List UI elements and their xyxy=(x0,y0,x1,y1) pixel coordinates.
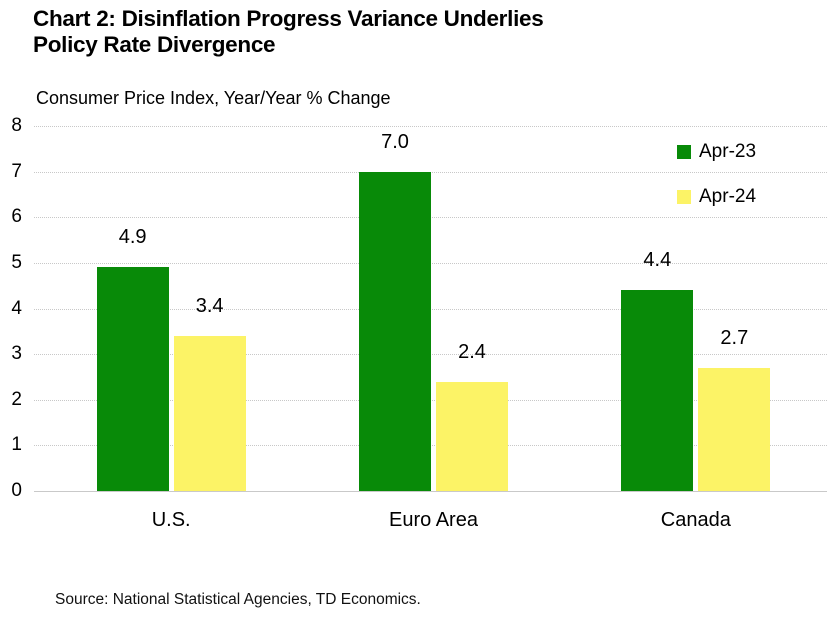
chart-subtitle: Consumer Price Index, Year/Year % Change xyxy=(36,88,391,108)
legend-item-apr-23: Apr-23 xyxy=(677,141,757,162)
x-category-label: U.S. xyxy=(151,509,191,531)
bar-value-label: 7.0 xyxy=(381,130,409,153)
bar-value-label: 4.9 xyxy=(118,226,147,249)
y-tick-label: 1 xyxy=(11,434,22,456)
legend-label: Apr-23 xyxy=(699,141,757,162)
bar-apr-24-u-s- xyxy=(173,335,246,491)
bar-value-label: 3.4 xyxy=(195,294,224,317)
y-tick-label: 4 xyxy=(11,297,22,319)
y-tick-label: 5 xyxy=(11,251,22,273)
x-category-label: Canada xyxy=(660,509,731,531)
y-tick-label: 3 xyxy=(11,343,22,365)
bar-apr-23-canada xyxy=(621,290,694,491)
source-note: Source: National Statistical Agencies, T… xyxy=(55,591,421,608)
legend-item-apr-24: Apr-24 xyxy=(677,186,757,207)
y-tick-label: 7 xyxy=(11,160,22,182)
chart-title-line1: Chart 2: Disinflation Progress Variance … xyxy=(33,6,544,31)
bar-value-label: 4.4 xyxy=(643,249,672,272)
x-axis: U.S. Euro Area Canada xyxy=(40,509,827,539)
legend-label: Apr-24 xyxy=(699,186,757,207)
x-category-label: Euro Area xyxy=(389,509,478,531)
chart-title: Chart 2: Disinflation Progress Variance … xyxy=(33,6,544,58)
bar-apr-23-euro-area xyxy=(359,171,431,491)
y-tick-label: 2 xyxy=(11,388,22,410)
legend-swatch-icon xyxy=(677,190,691,204)
plot-area: 4.9 3.4 7.0 2.4 4.4 2.7 xyxy=(34,126,827,492)
y-tick-label: 0 xyxy=(11,480,22,501)
bar-apr-24-euro-area xyxy=(436,381,508,491)
bar-value-label: 2.7 xyxy=(720,326,749,349)
legend-swatch-icon xyxy=(677,145,691,159)
gridline xyxy=(34,491,827,492)
y-tick-label: 6 xyxy=(11,206,22,228)
chart-title-line2: Policy Rate Divergence xyxy=(33,32,276,57)
y-axis: 8 7 6 5 4 3 2 1 0 xyxy=(0,115,24,501)
bar-value-label: 2.4 xyxy=(458,340,486,363)
legend: Apr-23 Apr-24 xyxy=(677,141,757,232)
bar-apr-24-canada xyxy=(698,367,771,491)
bar-apr-23-u-s- xyxy=(96,267,169,491)
gridline xyxy=(34,126,827,127)
y-tick-label: 8 xyxy=(11,115,22,136)
